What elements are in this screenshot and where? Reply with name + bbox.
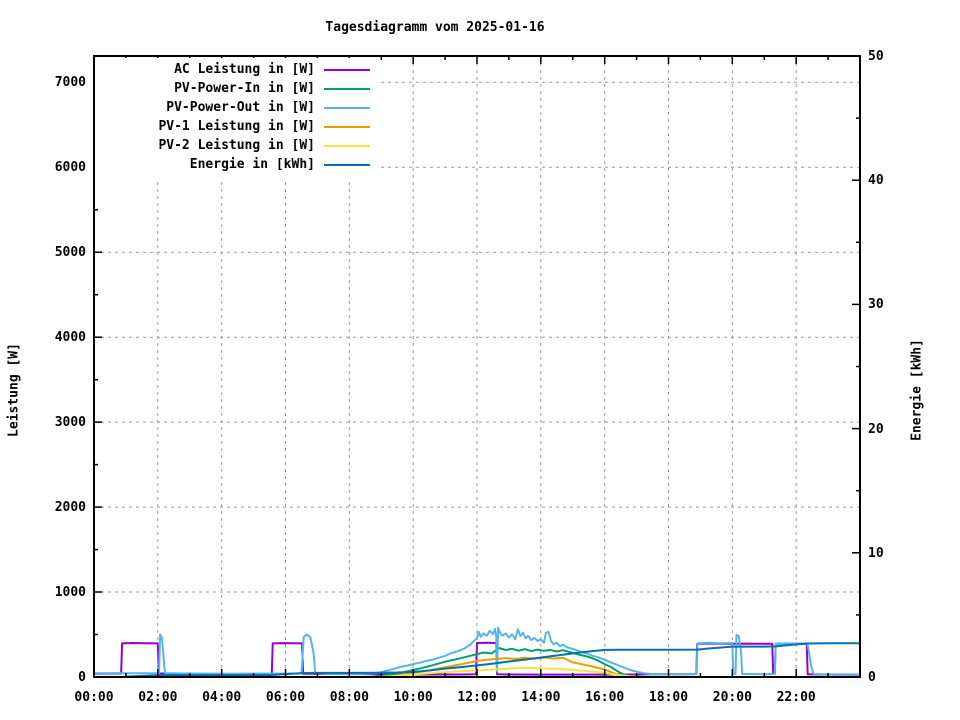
chart-title: Tagesdiagramm vom 2025-01-16	[325, 20, 545, 35]
x-tick-label: 02:00	[138, 690, 178, 705]
series-line	[93, 626, 860, 676]
x-tick-label: 18:00	[648, 690, 689, 705]
x-tick-label: 22:00	[776, 690, 816, 705]
y-left-tick-label: 6000	[54, 160, 86, 176]
y-left-tick-label: 5000	[54, 245, 86, 261]
legend: AC Leistung in [W] PV-Power-In in [W] PV-P…	[95, 58, 380, 178]
legend-line-sample	[324, 163, 370, 166]
x-tick-label: 10:00	[393, 690, 433, 705]
series-line	[94, 647, 860, 678]
legend-item: PV-1 Leistung in [W]	[97, 117, 370, 136]
legend-line-sample	[324, 125, 370, 128]
legend-item-label: Energie in [kWh]	[189, 157, 315, 172]
legend-item: AC Leistung in [W]	[97, 60, 370, 79]
x-tick-label: 16:00	[585, 690, 625, 705]
x-tick-label: 20:00	[712, 690, 752, 705]
legend-item-label: PV-Power-In in [W]	[174, 81, 315, 96]
x-tick-label: 00:00	[74, 690, 114, 705]
legend-line-sample	[324, 144, 370, 147]
x-tick-label: 08:00	[329, 690, 369, 705]
y-right-tick-label: 20	[868, 421, 884, 437]
legend-item-label: AC Leistung in [W]	[174, 62, 315, 77]
y-left-tick-label: 0	[78, 670, 86, 685]
legend-item: Energie in [kWh]	[97, 155, 370, 174]
legend-item: PV-Power-Out in [W]	[97, 98, 370, 117]
x-tick-label: 14:00	[521, 690, 561, 705]
y-left-tick-label: 3000	[54, 415, 86, 431]
y-right-tick-label: 40	[868, 173, 884, 189]
y-right-tick-label: 30	[868, 297, 884, 313]
legend-line-sample	[324, 68, 370, 71]
x-tick-label: 06:00	[265, 690, 306, 705]
legend-item: PV-Power-In in [W]	[97, 79, 370, 98]
y-right-tick-label: 0	[868, 670, 876, 685]
legend-item-label: PV-2 Leistung in [W]	[158, 138, 315, 153]
y-axis-label-left: Leistung [W]	[6, 343, 22, 437]
y-right-tick-label: 50	[868, 49, 884, 64]
y-left-tick-label: 2000	[54, 500, 86, 516]
legend-line-sample	[324, 106, 370, 109]
series-line	[94, 666, 860, 678]
x-tick-label: 04:00	[202, 690, 242, 705]
x-tick-label: 12:00	[457, 690, 497, 705]
legend-line-sample	[324, 87, 370, 90]
y-right-tick-label: 10	[868, 545, 884, 561]
y-left-tick-label: 4000	[54, 330, 86, 346]
y-left-tick-label: 1000	[54, 585, 86, 601]
legend-item: PV-2 Leistung in [W]	[97, 136, 370, 155]
legend-item-label: PV-1 Leistung in [W]	[158, 119, 315, 134]
y-axis-label-right: Energie [kWh]	[909, 339, 925, 441]
legend-item-label: PV-Power-Out in [W]	[166, 100, 315, 115]
y-left-tick-label: 7000	[54, 75, 86, 91]
